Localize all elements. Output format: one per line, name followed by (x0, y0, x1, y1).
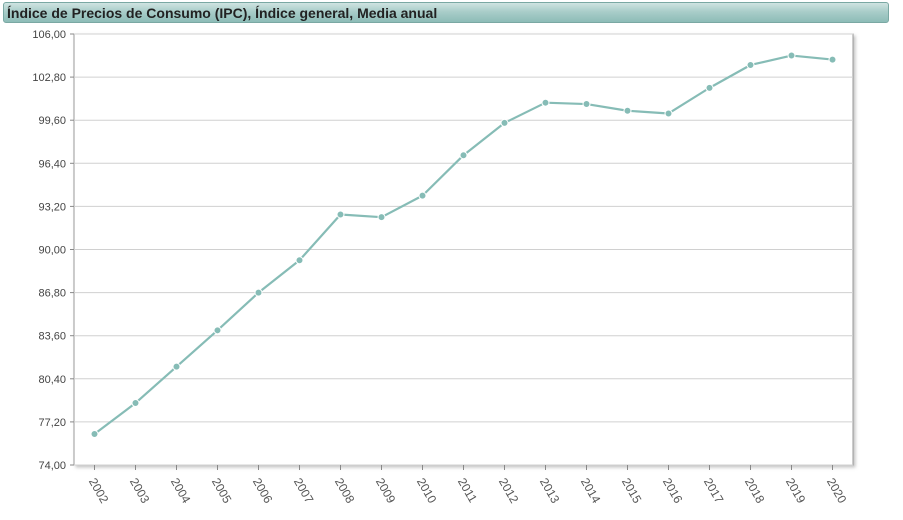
y-tick-label: 106,00 (32, 29, 66, 41)
data-point[interactable] (746, 60, 755, 69)
y-axis: 74,00 77,20 80,40 83,60 86,80 90,00 93,20 96,40… (32, 29, 74, 472)
x-tick-label: 2011 (455, 476, 480, 506)
x-tick-label: 2015 (619, 476, 645, 506)
y-tick-label: 102,80 (32, 72, 66, 84)
data-point[interactable] (787, 51, 796, 60)
data-point[interactable] (336, 210, 345, 219)
x-tick-label: 2008 (332, 476, 358, 506)
data-point[interactable] (254, 288, 263, 297)
x-tick-label: 2004 (168, 476, 194, 506)
y-tick-label: 96,40 (38, 158, 66, 170)
y-tick-label: 86,80 (38, 288, 66, 300)
x-tick-label: 2003 (127, 476, 153, 506)
data-point[interactable] (295, 256, 304, 265)
data-point[interactable] (418, 191, 427, 200)
x-tick-label: 2017 (701, 476, 727, 506)
x-tick-label: 2019 (783, 476, 809, 506)
data-point[interactable] (705, 83, 714, 92)
data-points (90, 51, 837, 439)
x-tick-label: 2010 (414, 476, 440, 506)
x-tick-label: 2013 (537, 476, 563, 506)
data-point[interactable] (582, 100, 591, 109)
y-tick-label: 99,60 (38, 115, 66, 127)
data-point[interactable] (664, 109, 673, 118)
data-point[interactable] (213, 326, 222, 335)
data-point[interactable] (459, 151, 468, 160)
data-point[interactable] (541, 98, 550, 107)
chart-title-bar: Índice de Precios de Consumo (IPC), Índi… (3, 2, 889, 23)
y-tick-label: 90,00 (38, 245, 66, 257)
x-tick-label: 2006 (250, 476, 276, 506)
y-tick-label: 83,60 (38, 331, 66, 343)
gridlines (74, 33, 853, 466)
chart-title: Índice de Precios de Consumo (IPC), Índi… (7, 5, 438, 21)
data-point[interactable] (172, 362, 181, 371)
x-tick-label: 2007 (291, 476, 317, 506)
data-point[interactable] (90, 430, 99, 439)
x-tick-label: 2016 (660, 476, 686, 506)
x-tick-label: 2018 (742, 476, 768, 506)
x-tick-label: 2009 (373, 476, 399, 506)
y-tick-label: 77,20 (38, 417, 66, 429)
x-tick-label: 2012 (496, 476, 522, 506)
y-tick-label: 93,20 (38, 201, 66, 213)
x-tick-label: 2002 (86, 476, 112, 506)
data-point[interactable] (828, 55, 837, 64)
x-tick-label: 2020 (824, 476, 850, 506)
data-point[interactable] (377, 213, 386, 222)
y-tick-label: 74,00 (38, 460, 66, 472)
x-tick-label: 2014 (578, 476, 604, 506)
x-axis: 2002 2003 2004 2005 2006 2007 2008 2009 2010 2011… (86, 465, 850, 506)
x-tick-label: 2005 (209, 476, 235, 506)
data-point[interactable] (623, 106, 632, 115)
data-point[interactable] (500, 118, 509, 127)
data-point[interactable] (131, 399, 140, 408)
y-tick-label: 80,40 (38, 374, 66, 386)
